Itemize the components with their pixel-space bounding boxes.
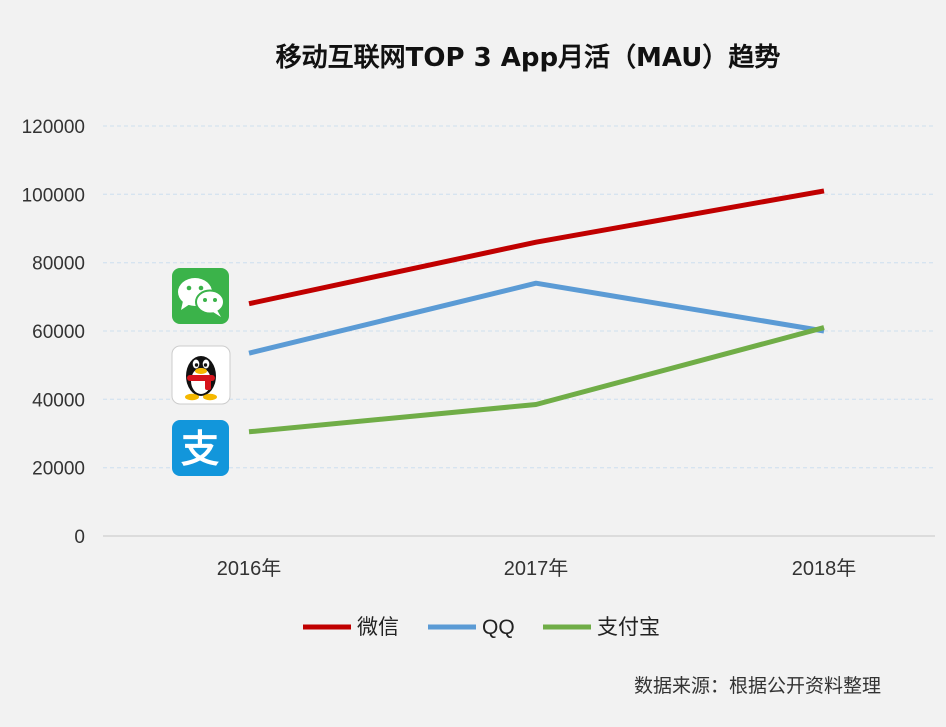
- y-tick-label: 100000: [22, 185, 85, 206]
- x-tick-label: 2017年: [504, 557, 569, 580]
- qq-icon: [171, 345, 231, 405]
- y-tick-label: 60000: [32, 322, 85, 343]
- legend-item: 微信: [303, 616, 399, 639]
- svg-text:支: 支: [181, 427, 219, 471]
- x-tick-label: 2018年: [792, 557, 857, 580]
- series-line: [248, 188, 825, 307]
- series-points: [248, 190, 825, 432]
- wechat-icon: [172, 268, 229, 324]
- legend-label: 支付宝: [597, 616, 660, 639]
- chart-title: 移动互联网TOP 3 App月活（MAU）趋势: [276, 43, 781, 73]
- series-line: [248, 325, 825, 435]
- legend-item: QQ: [428, 616, 515, 639]
- alipay-icon: 支: [172, 420, 229, 476]
- y-tick-label: 0: [74, 527, 85, 548]
- y-tick-label: 80000: [32, 254, 85, 275]
- legend-item: 支付宝: [543, 616, 660, 639]
- y-tick-label: 40000: [32, 390, 85, 411]
- x-tick-label: 2016年: [217, 557, 282, 580]
- source-note: 数据来源：根据公开资料整理: [634, 675, 881, 697]
- legend: 微信 QQ 支付宝: [303, 616, 660, 639]
- series-lines: [248, 188, 825, 435]
- y-tick-label: 20000: [32, 459, 85, 480]
- x-axis: 2016年 2017年 2018年: [217, 557, 857, 580]
- y-axis: 0 20000 40000 60000 80000 100000 120000: [22, 117, 85, 548]
- legend-label: 微信: [357, 616, 399, 639]
- y-tick-label: 120000: [22, 117, 85, 138]
- series-line: [248, 280, 825, 356]
- legend-label: QQ: [482, 616, 515, 639]
